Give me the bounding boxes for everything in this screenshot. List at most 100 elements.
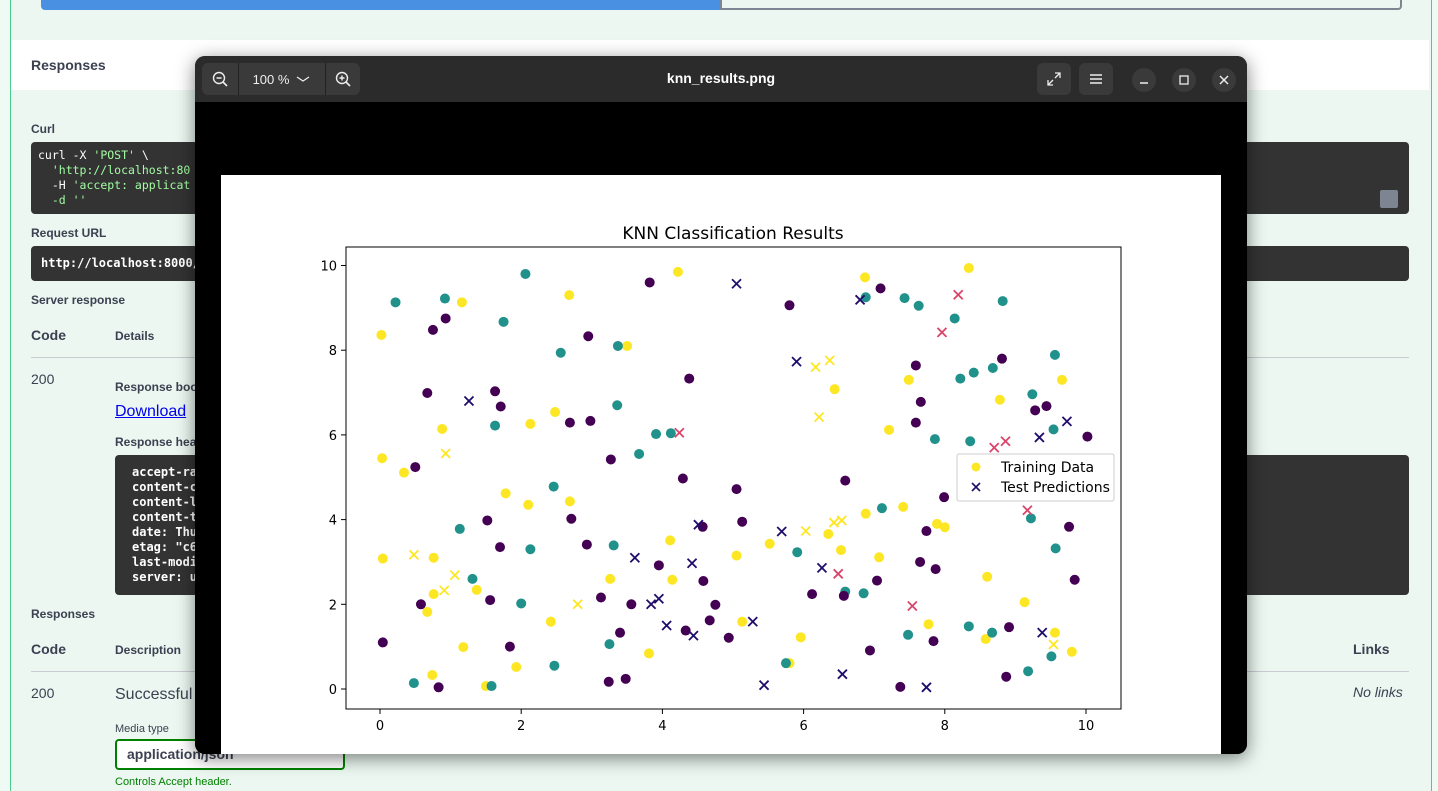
training-point [583,331,594,342]
y-tick-label: 6 [329,429,337,444]
col-description: Description [115,643,182,657]
training-point [486,681,497,692]
curl-line-3: -H 'accept: applicat [38,178,191,192]
close-button[interactable] [1212,68,1236,92]
clear-button[interactable] [720,0,1402,10]
menu-icon [1090,74,1102,84]
training-point [644,277,655,288]
menu-button[interactable] [1079,63,1113,95]
zoom-level-dropdown[interactable]: 100 % [239,63,325,95]
training-point [784,300,795,311]
viewer-title: knn_results.png [666,70,776,86]
training-point [723,632,734,643]
test-prediction-point [833,568,844,579]
curl-line-1: curl -X 'POST' \ [38,148,149,162]
training-point [829,384,840,395]
test-prediction-point [693,519,704,530]
test-prediction-point [653,593,665,604]
test-prediction-point [791,356,802,367]
test-prediction-point [828,517,840,528]
zoom-out-button[interactable] [202,63,238,95]
test-prediction-point [837,669,848,680]
training-point [963,621,974,632]
training-point [595,592,606,603]
y-tick-label: 2 [329,598,337,613]
training-point [622,340,633,351]
test-prediction-point [449,569,460,581]
minimize-button[interactable] [1132,68,1156,92]
x-tick-label: 0 [376,719,384,734]
test-prediction-point [645,599,657,610]
copy-to-clipboard-icon[interactable] [1380,190,1398,208]
training-point [471,584,482,595]
curl-line-4: -d '' [38,193,87,207]
legend-label-test: Test Predictions [1000,480,1110,496]
test-prediction-point [1034,432,1045,443]
training-point [982,571,993,582]
training-point [928,636,939,647]
execute-button[interactable] [41,0,721,10]
legend-marker-test [971,482,981,492]
training-point [566,513,577,524]
no-links-text: No links [1353,684,1403,700]
test-prediction-point [1048,639,1059,650]
training-point [840,475,851,486]
training-point [939,522,950,533]
training-point [1001,671,1012,682]
training-point [555,347,566,358]
training-point [651,429,662,440]
training-point [376,329,387,340]
test-prediction-point [686,558,698,569]
response-body-label: Response boo [115,380,198,394]
training-point [860,508,871,519]
training-point [932,518,943,529]
zoom-level-text: 100 % [252,71,290,87]
training-point [605,573,616,584]
training-point [490,386,501,397]
training-point [860,272,871,283]
x-tick-label: 10 [1078,719,1095,734]
training-point [823,528,834,539]
chart-title: KNN Classification Results [622,224,843,244]
training-point [1049,349,1060,360]
training-point [377,637,388,648]
test-prediction-point [439,585,450,596]
training-point [1082,431,1093,442]
training-point [408,678,419,689]
legend: Training Data Test Predictions [956,453,1115,502]
training-point [899,293,910,304]
legend-label-training: Training Data [1000,460,1094,476]
responses-title: Responses [31,57,106,73]
col-code: Code [31,327,66,343]
test-prediction-point [989,442,1000,453]
download-link[interactable]: Download [115,403,187,420]
training-point [564,496,575,507]
request-url-value: http://localhost:8000/ [41,256,200,270]
training-point [710,599,721,610]
training-point [997,296,1008,307]
training-point [915,396,926,407]
x-tick-label: 8 [941,719,949,734]
maximize-button[interactable] [1172,68,1196,92]
test-prediction-point [776,526,787,537]
training-point [1027,389,1038,400]
training-point [895,681,906,692]
request-url-label: Request URL [31,226,107,240]
training-point [410,462,421,473]
training-point [698,576,709,587]
training-point [564,290,575,301]
training-point [910,360,921,371]
fullscreen-button[interactable] [1037,63,1071,95]
training-point [930,564,941,575]
training-point [963,263,974,274]
zoom-in-button[interactable] [326,63,360,95]
x-tick-label: 4 [658,719,666,734]
training-point [495,401,506,412]
responses-label: Responses [31,607,96,621]
training-point [965,436,976,447]
training-point [921,526,932,537]
training-point [1023,666,1034,677]
test-prediction-point [661,620,672,631]
training-point [731,484,742,495]
curl-label: Curl [31,122,55,136]
